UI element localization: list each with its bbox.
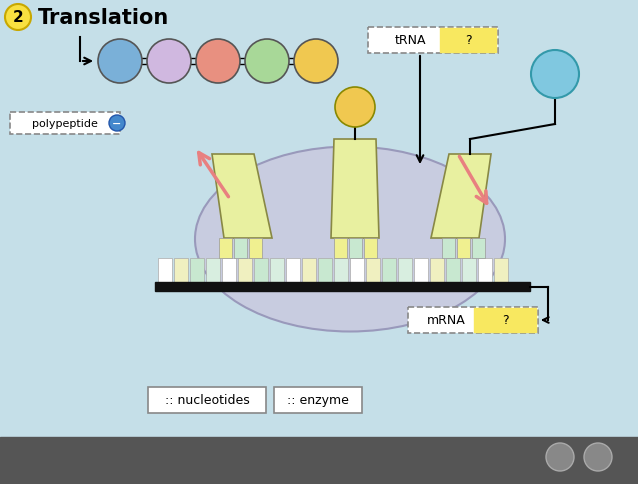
Circle shape [196,40,240,84]
Text: Translation: Translation [38,8,169,28]
Circle shape [294,40,338,84]
Bar [190,258,204,283]
Text: ?: ? [501,314,508,327]
Ellipse shape [195,147,505,332]
Bar [348,239,362,258]
Bar [441,239,454,258]
Bar [350,258,364,283]
Bar [222,258,236,283]
Bar [334,239,346,258]
FancyBboxPatch shape [148,387,266,413]
Bar [398,258,412,283]
Bar [155,283,530,291]
Text: ?: ? [464,34,471,47]
Circle shape [98,40,142,84]
Circle shape [584,443,612,471]
FancyBboxPatch shape [274,387,362,413]
Bar [238,258,252,283]
Bar [382,258,396,283]
Bar [158,258,172,283]
Polygon shape [431,155,491,239]
Text: −: − [112,119,122,129]
FancyBboxPatch shape [408,307,538,333]
Polygon shape [331,140,379,239]
Circle shape [531,51,579,99]
Bar [430,258,444,283]
Bar [248,239,262,258]
Bar [0,437,638,484]
Bar [471,239,484,258]
Bar [494,258,508,283]
Bar [474,308,536,333]
Bar [174,258,188,283]
Bar [478,258,492,283]
Circle shape [546,443,574,471]
Bar [334,258,348,283]
Bar [462,258,476,283]
Circle shape [109,116,125,132]
Circle shape [147,40,191,84]
Bar [440,29,496,53]
Circle shape [5,5,31,31]
Text: 2: 2 [13,11,24,26]
Bar [302,258,316,283]
Text: tRNA: tRNA [394,34,426,47]
Bar [286,258,300,283]
Text: mRNA: mRNA [427,314,465,327]
Bar [206,258,220,283]
Bar [234,239,246,258]
Polygon shape [212,155,272,239]
Bar [414,258,428,283]
Bar [318,258,332,283]
FancyBboxPatch shape [368,28,498,54]
Bar [457,239,470,258]
Circle shape [335,88,375,128]
FancyBboxPatch shape [10,113,120,135]
Bar [254,258,268,283]
Bar [270,258,284,283]
Bar [446,258,460,283]
Bar [366,258,380,283]
Text: polypeptide: polypeptide [32,119,98,129]
Text: :: nucleotides: :: nucleotides [165,393,249,407]
Circle shape [245,40,289,84]
Text: :: enzyme: :: enzyme [287,393,349,407]
Bar [218,239,232,258]
Bar [364,239,376,258]
